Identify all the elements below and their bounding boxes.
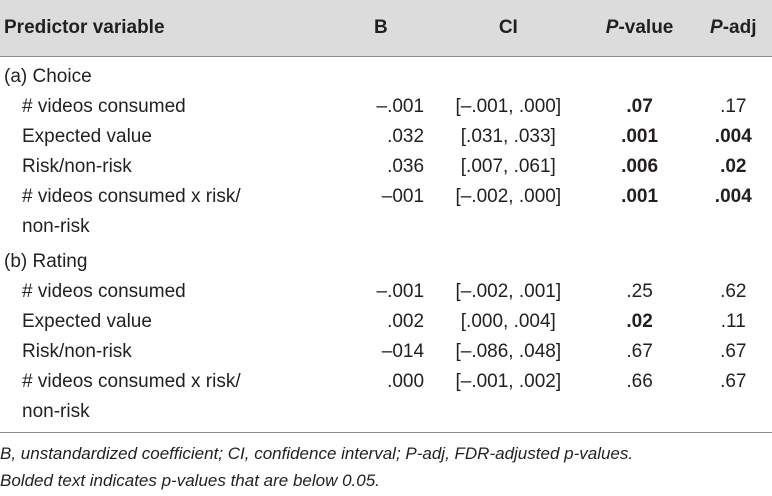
table-row: Expected value .002 [.000, .004] .02 .11: [0, 307, 772, 337]
header-p-italic: P: [605, 16, 619, 38]
ci-cell: [.031, .033]: [460, 125, 556, 147]
b-cell: .036: [387, 155, 425, 177]
p-adj-cell: .11: [720, 310, 746, 332]
table-header-row: Predictor variable B CI P-value P-adj: [0, 0, 772, 57]
table-row: # videos consumed –.001 [–.002, .001] .25 .6…: [0, 277, 772, 307]
table-footnote: B, unstandardized coefficient; CI, confi…: [0, 440, 772, 494]
footnote-line-1: B, unstandardized coefficient; CI, confi…: [0, 444, 634, 463]
p-value-cell: .02: [626, 310, 653, 332]
predictor-cell: Risk/non-risk: [22, 155, 132, 177]
header-b: B: [329, 0, 433, 57]
ci-cell: [.000, .004]: [460, 310, 556, 332]
table-bottom-rule: [0, 432, 772, 433]
ci-cell: [–.002, .001]: [455, 280, 562, 302]
section-row: (b) Rating: [0, 242, 772, 277]
table-row: # videos consumed x risk/ –001 [–.002, .00…: [0, 182, 772, 212]
predictor-cell: Risk/non-risk: [22, 340, 132, 362]
p-adj-cell: .004: [714, 185, 752, 207]
p-adj-cell: .02: [720, 155, 747, 177]
b-cell: .002: [387, 310, 425, 332]
predictor-cell: # videos consumed: [22, 95, 186, 117]
predictor-cell: Expected value: [22, 125, 152, 147]
section-label: (b) Rating: [4, 250, 88, 272]
header-ci: CI: [432, 0, 585, 57]
p-adj-cell: .004: [714, 125, 752, 147]
p-value-cell: .001: [621, 125, 659, 147]
section-row: (a) Choice: [0, 56, 772, 92]
header-predictor: Predictor variable: [0, 0, 330, 57]
p-adj-cell: .62: [720, 280, 747, 302]
ci-cell: [–.086, .048]: [455, 340, 562, 362]
header-padj-rest: -adj: [722, 16, 757, 38]
ci-cell: [.007, .061]: [460, 155, 556, 177]
p-value-cell: .66: [626, 370, 653, 392]
p-value-cell: .001: [621, 185, 659, 207]
predictor-cell: Expected value: [22, 310, 152, 332]
header-padj-italic: P: [710, 16, 723, 38]
predictor-cell: # videos consumed: [22, 280, 186, 302]
header-p-value: P-value: [584, 0, 695, 57]
predictor-cell: # videos consumed x risk/: [22, 185, 241, 207]
p-value-cell: .006: [621, 155, 659, 177]
predictor-cell-continuation: non-risk: [22, 215, 90, 237]
table-body: (a) Choice # videos consumed –.001 [–.001, …: [0, 56, 772, 427]
b-cell: .032: [387, 125, 425, 147]
p-adj-cell: .67: [720, 340, 747, 362]
b-cell: .000: [387, 370, 425, 392]
ci-cell: [–.002, .000]: [455, 185, 562, 207]
header-p-adj: P-adj: [694, 0, 772, 57]
table-row: # videos consumed x risk/ .000 [–.001, .00…: [0, 367, 772, 397]
ci-cell: [–.001, .000]: [455, 95, 562, 117]
regression-table: Predictor variable B CI P-value P-adj (a…: [0, 0, 772, 427]
b-cell: –001: [381, 185, 425, 207]
b-cell: –.001: [376, 95, 425, 117]
predictor-cell: # videos consumed x risk/: [22, 370, 241, 392]
b-cell: –.001: [376, 280, 425, 302]
header-p-rest: -value: [618, 16, 674, 38]
predictor-cell-continuation: non-risk: [22, 400, 90, 422]
ci-cell: [–.001, .002]: [455, 370, 562, 392]
table-row: Expected value .032 [.031, .033] .001 .004: [0, 122, 772, 152]
table-row-continuation: non-risk: [0, 397, 772, 427]
b-cell: –014: [381, 340, 425, 362]
p-value-cell: .07: [626, 95, 653, 117]
table-row: # videos consumed –.001 [–.001, .000] .07 .1…: [0, 92, 772, 122]
table-row: Risk/non-risk –014 [–.086, .048] .67 .67: [0, 337, 772, 367]
p-adj-cell: .67: [720, 370, 747, 392]
p-value-cell: .25: [626, 280, 653, 302]
p-adj-cell: .17: [720, 95, 747, 117]
footnote-line-2: Bolded text indicates p-values that are …: [0, 471, 380, 490]
table-row-continuation: non-risk: [0, 212, 772, 242]
table-row: Risk/non-risk .036 [.007, .061] .006 .02: [0, 152, 772, 182]
section-label: (a) Choice: [4, 65, 92, 87]
p-value-cell: .67: [626, 340, 653, 362]
